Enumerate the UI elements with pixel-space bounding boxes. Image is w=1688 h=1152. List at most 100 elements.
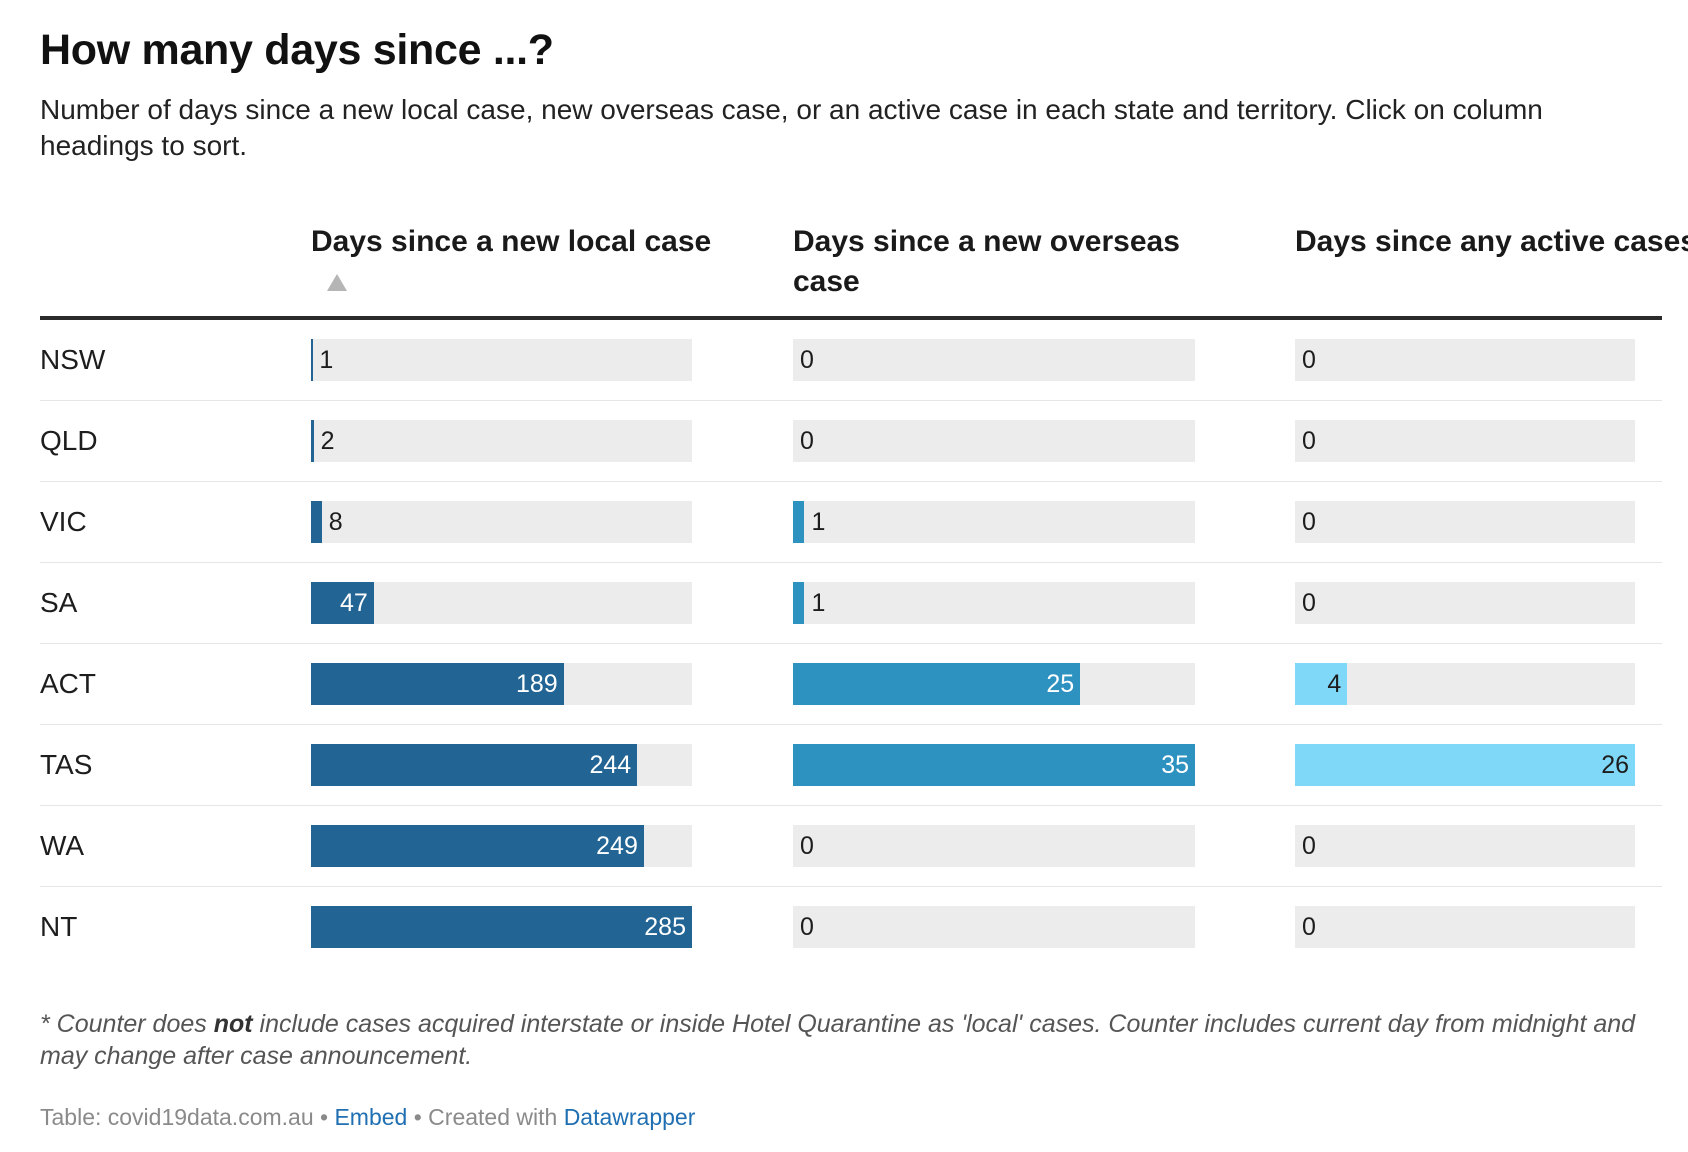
bar-track: 0 [1295,501,1635,543]
table-row: TAS 244 35 26 [40,724,1662,806]
bar-value-label: 8 [328,508,343,536]
bar-track: 47 [311,582,692,624]
state-label: TAS [40,724,311,806]
bar-track: 0 [1295,582,1635,624]
bar-track: 285 [311,906,692,948]
bar-value-label: 35 [1161,751,1189,779]
state-label: SA [40,562,311,644]
bar-track: 0 [793,420,1195,462]
column-header-label: Days since a new local case [311,225,712,258]
column-header-overseas[interactable]: Days since a new overseas case [793,222,1295,320]
table-row: VIC 8 1 0 [40,481,1662,563]
bar-cell: 0 [1295,400,1662,482]
bar-track: 249 [311,825,692,867]
bar-value-label: 1 [811,589,826,617]
bar-cell: 2 [311,400,793,482]
bar-cell: 4 [1295,643,1662,725]
state-column-header[interactable] [40,222,311,320]
bar-cell: 0 [1295,481,1662,563]
table-body: NSW 1 0 0 QLD 2 0 0 VIC 8 1 0 SA 47 1 0 ACT 189 25 4 TAS 244 3… [40,318,1662,967]
bar-value-label: 4 [1327,670,1342,698]
bar-value-label: 0 [800,346,814,374]
bar-track: 2 [311,420,692,462]
bar [311,501,322,543]
bar-value-label: 0 [800,427,814,455]
bar-cell: 285 [311,887,793,968]
bar-value-label: 0 [800,832,814,860]
bar-track: 25 [793,663,1195,705]
bar-value-label: 249 [596,832,638,860]
bar-track: 0 [1295,906,1635,948]
bar-cell: 0 [793,805,1295,887]
bar-value-label: 285 [644,913,686,941]
bar-value-label: 0 [1302,832,1316,860]
bar-value-label: 0 [1302,508,1316,536]
bar-value-label: 0 [1302,913,1316,941]
bar-cell: 1 [311,318,793,401]
state-label: ACT [40,643,311,725]
bar [311,339,313,381]
footnote: * Counter does not include cases acquire… [40,1008,1660,1072]
column-header-active[interactable]: Days since any active cases [1295,222,1688,320]
bar-cell: 189 [311,643,793,725]
bar-track: 244 [311,744,692,786]
bar [311,825,644,867]
state-label: WA [40,805,311,887]
footnote-emphasis: not [213,1010,253,1038]
bar-value-label: 47 [340,589,368,617]
bar-cell: 249 [311,805,793,887]
bar-cell: 25 [793,643,1295,725]
datawrapper-link[interactable]: Datawrapper [563,1104,696,1130]
bar-track: 1 [311,339,692,381]
table-row: ACT 189 25 4 [40,643,1662,725]
bar-value-label: 0 [1302,346,1316,374]
embed-link[interactable]: Embed [334,1104,408,1130]
credits-line: Table: covid19data.com.au • Embed • Crea… [40,1104,695,1131]
bar-cell: 26 [1295,724,1662,806]
separator: • [313,1104,335,1130]
bar-value-label: 189 [515,670,558,698]
bar [793,663,1081,705]
bar-cell: 0 [1295,887,1662,968]
bar-value-label: 25 [1046,670,1075,698]
bar [311,744,638,786]
chart-container: How many days since ...? Number of days … [40,22,1688,1130]
bar-value-label: 0 [1302,589,1316,617]
bar [311,906,692,948]
bar-track: 0 [793,825,1195,867]
bar-cell: 0 [793,400,1295,482]
bar-cell: 0 [1295,805,1662,887]
bar-cell: 0 [793,887,1295,968]
bar [793,501,805,543]
bar-cell: 0 [1295,318,1662,401]
bar-track: 0 [793,339,1195,381]
bar-value-label: 2 [320,427,335,455]
column-header-local[interactable]: Days since a new local case [311,222,793,320]
bar [311,663,564,705]
bar-track: 0 [1295,825,1635,867]
bar-value-label: 1 [811,508,826,536]
bar-value-label: 1 [319,346,334,374]
source-text: Table: covid19data.com.au [40,1104,314,1130]
bar-track: 8 [311,501,692,543]
footnote-prefix: * Counter does [40,1010,214,1038]
bar [1295,744,1635,786]
bar-track: 26 [1295,744,1635,786]
state-label: VIC [40,481,311,563]
footnote-suffix: include cases acquired interstate or ins… [40,1010,1636,1070]
column-header-label: Days since any active cases [1295,225,1688,258]
state-label: QLD [40,400,311,482]
bar-track: 1 [793,582,1195,624]
state-label: NSW [40,318,311,401]
bar-track: 189 [311,663,692,705]
table-row: QLD 2 0 0 [40,400,1662,482]
table-row: NT 285 0 0 [40,887,1662,968]
bar [793,582,805,624]
bar-track: 0 [1295,420,1635,462]
bar-track: 4 [1295,663,1635,705]
table-row: SA 47 1 0 [40,562,1662,644]
bar [311,420,314,462]
bar-track: 0 [793,906,1195,948]
bar [311,582,374,624]
bar-cell: 0 [793,318,1295,401]
